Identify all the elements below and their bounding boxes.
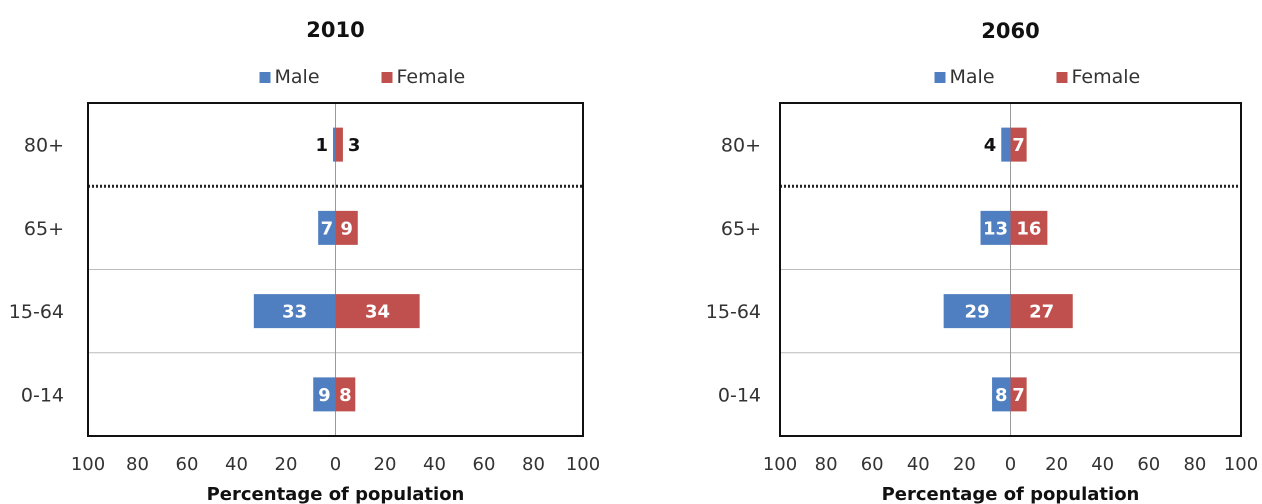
- legend-label-female: Female: [1072, 66, 1141, 88]
- legend-label-female: Female: [397, 66, 466, 88]
- legend-label-male: Male: [950, 66, 995, 88]
- bar-male: [943, 294, 1011, 329]
- data-label-female: 3: [348, 135, 361, 156]
- x-axis-label: Percentage of population: [882, 484, 1140, 504]
- x-tick-label: 60: [473, 454, 496, 475]
- category-label: 0-14: [21, 384, 64, 406]
- bar-female: [1010, 210, 1048, 245]
- category-label: 80+: [721, 135, 761, 157]
- bar-female: [335, 377, 356, 412]
- legend-label-male: Male: [275, 66, 320, 88]
- bar-female: [1010, 377, 1027, 412]
- bar-male: [313, 377, 336, 412]
- category-label: 65+: [721, 218, 761, 240]
- bar-male: [992, 377, 1011, 412]
- x-tick-label: 60: [1137, 454, 1160, 475]
- x-axis-label: Percentage of population: [207, 484, 465, 504]
- category-label: 0-14: [718, 384, 761, 406]
- bar-female: [335, 210, 358, 245]
- data-label-female: 16: [1016, 218, 1041, 239]
- bar-male: [253, 294, 336, 329]
- data-label-male: 1: [315, 135, 328, 156]
- data-label-male: 29: [965, 302, 990, 323]
- x-tick-label: 40: [225, 454, 248, 475]
- x-tick-label: 80: [522, 454, 545, 475]
- data-label-female: 7: [1012, 385, 1025, 406]
- x-tick-label: 40: [1091, 454, 1114, 475]
- x-tick-label: 80: [815, 454, 838, 475]
- x-tick-label: 0: [330, 454, 341, 475]
- bar-female: [335, 127, 343, 162]
- category-label: 65+: [24, 218, 64, 240]
- data-label-male: 13: [983, 218, 1008, 239]
- chart-title: 2010: [306, 18, 364, 42]
- chart-2010: 2010 Male Female 80+ 1 3 65+ 7 9 15-64 33 34 0-14 9 8 1…: [9, 18, 600, 504]
- x-tick-label: 20: [275, 454, 298, 475]
- data-label-male: 7: [321, 218, 334, 239]
- data-label-male: 8: [995, 385, 1008, 406]
- legend-swatch-female: [381, 72, 393, 83]
- x-tick-label: 60: [176, 454, 199, 475]
- x-tick-label: 80: [1183, 454, 1206, 475]
- category-label: 15-64: [706, 301, 761, 323]
- x-tick-label: 20: [953, 454, 976, 475]
- legend-swatch-female: [1056, 72, 1068, 83]
- data-label-male: 9: [318, 385, 331, 406]
- x-tick-label: 40: [423, 454, 446, 475]
- data-label-female: 8: [339, 385, 352, 406]
- x-tick-label: 20: [374, 454, 397, 475]
- x-tick-label: 20: [1045, 454, 1068, 475]
- legend-swatch-male: [934, 72, 946, 83]
- plot-frame: [87, 102, 584, 437]
- bar-male: [980, 210, 1011, 245]
- x-tick-label: 100: [71, 454, 105, 475]
- x-tick-label: 0: [1005, 454, 1016, 475]
- bar-male: [1001, 127, 1011, 162]
- bar-male: [318, 210, 336, 245]
- x-tick-label: 40: [907, 454, 930, 475]
- x-tick-label: 100: [566, 454, 600, 475]
- data-label-male: 4: [984, 135, 997, 156]
- chart-title: 2060: [981, 19, 1039, 43]
- category-label: 15-64: [9, 301, 64, 323]
- x-tick-label: 100: [763, 454, 797, 475]
- legend: Male Female: [934, 66, 1141, 88]
- data-label-female: 7: [1012, 135, 1025, 156]
- x-tick-label: 100: [1224, 454, 1258, 475]
- data-label-female: 27: [1029, 302, 1054, 323]
- chart-2060: 2060 Male Female 80+ 4 7 65+ 13 16 15-64 29 27 0-14 8…: [631, 0, 1262, 504]
- category-label: 80+: [24, 135, 64, 157]
- x-tick-label: 80: [126, 454, 149, 475]
- data-label-male: 33: [282, 302, 307, 323]
- bar-male: [333, 127, 336, 162]
- x-tick-label: 60: [861, 454, 884, 475]
- bar-female: [335, 294, 420, 329]
- legend-swatch-male: [259, 72, 271, 83]
- data-label-female: 9: [340, 218, 353, 239]
- legend: Male Female: [259, 66, 466, 88]
- bar-female: [1010, 294, 1073, 329]
- bar-female: [1010, 127, 1027, 162]
- data-label-female: 34: [365, 302, 390, 323]
- plot-frame: [779, 102, 1242, 437]
